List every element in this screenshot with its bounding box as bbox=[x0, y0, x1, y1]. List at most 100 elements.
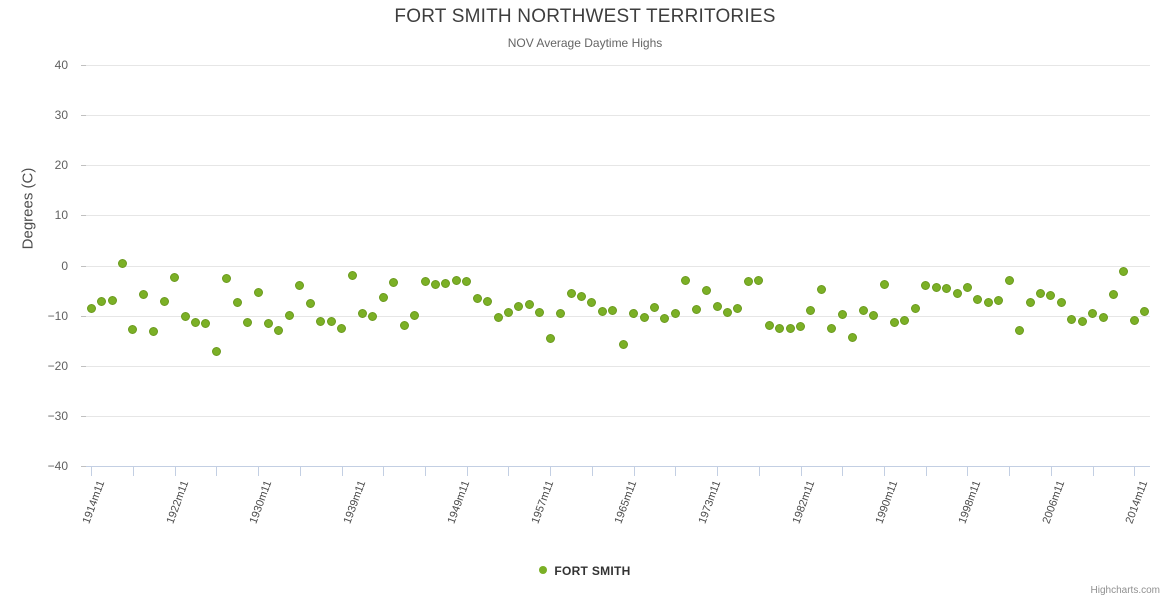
data-point[interactable] bbox=[670, 309, 680, 319]
data-point[interactable] bbox=[1046, 291, 1056, 301]
data-point[interactable] bbox=[733, 304, 743, 314]
data-point[interactable] bbox=[712, 302, 722, 312]
data-point[interactable] bbox=[368, 311, 378, 321]
data-point[interactable] bbox=[357, 309, 367, 319]
data-point[interactable] bbox=[180, 312, 190, 322]
data-point[interactable] bbox=[1067, 314, 1077, 324]
data-point[interactable] bbox=[243, 318, 253, 328]
data-point[interactable] bbox=[556, 308, 566, 318]
data-point[interactable] bbox=[1088, 308, 1098, 318]
data-point[interactable] bbox=[514, 301, 524, 311]
data-point[interactable] bbox=[1025, 297, 1035, 307]
data-point[interactable] bbox=[869, 311, 879, 321]
data-point[interactable] bbox=[837, 310, 847, 320]
data-point[interactable] bbox=[816, 284, 826, 294]
data-point[interactable] bbox=[201, 319, 211, 329]
data-point[interactable] bbox=[806, 306, 816, 316]
data-point[interactable] bbox=[493, 313, 503, 323]
data-point[interactable] bbox=[639, 313, 649, 323]
data-point[interactable] bbox=[1108, 289, 1118, 299]
data-point[interactable] bbox=[472, 293, 482, 303]
data-point[interactable] bbox=[441, 279, 451, 289]
data-point[interactable] bbox=[149, 327, 159, 337]
data-point[interactable] bbox=[1056, 298, 1066, 308]
data-point[interactable] bbox=[326, 317, 336, 327]
data-point[interactable] bbox=[629, 308, 639, 318]
data-point[interactable] bbox=[952, 288, 962, 298]
data-point[interactable] bbox=[1119, 267, 1129, 276]
data-point[interactable] bbox=[1140, 307, 1150, 317]
data-point[interactable] bbox=[232, 297, 242, 307]
data-point[interactable] bbox=[973, 294, 983, 304]
data-point[interactable] bbox=[681, 275, 691, 285]
data-point[interactable] bbox=[211, 347, 221, 357]
data-point[interactable] bbox=[785, 324, 795, 334]
data-point[interactable] bbox=[462, 276, 472, 286]
data-point[interactable] bbox=[691, 305, 701, 315]
data-point[interactable] bbox=[597, 306, 607, 316]
data-point[interactable] bbox=[576, 291, 586, 301]
data-point[interactable] bbox=[118, 258, 127, 268]
data-point[interactable] bbox=[848, 333, 858, 343]
data-point[interactable] bbox=[587, 298, 597, 308]
data-point[interactable] bbox=[1098, 313, 1108, 323]
data-point[interactable] bbox=[337, 323, 347, 333]
data-point[interactable] bbox=[138, 289, 148, 299]
data-point[interactable] bbox=[827, 324, 837, 334]
data-point[interactable] bbox=[764, 320, 774, 330]
data-point[interactable] bbox=[910, 303, 920, 313]
data-point[interactable] bbox=[295, 280, 305, 290]
data-point[interactable] bbox=[660, 313, 670, 323]
data-point[interactable] bbox=[430, 280, 440, 290]
data-point[interactable] bbox=[879, 280, 889, 290]
data-point[interactable] bbox=[743, 277, 753, 287]
data-point[interactable] bbox=[1129, 315, 1139, 325]
data-point[interactable] bbox=[702, 285, 712, 295]
data-point[interactable] bbox=[451, 276, 461, 286]
data-point[interactable] bbox=[264, 318, 274, 328]
data-point[interactable] bbox=[650, 302, 659, 312]
data-point[interactable] bbox=[545, 334, 555, 344]
data-point[interactable] bbox=[399, 320, 409, 330]
data-point[interactable] bbox=[608, 305, 618, 315]
data-point[interactable] bbox=[389, 278, 399, 288]
data-point[interactable] bbox=[347, 270, 357, 280]
data-point[interactable] bbox=[222, 273, 232, 283]
data-point[interactable] bbox=[97, 296, 107, 306]
data-point[interactable] bbox=[253, 287, 263, 297]
data-point[interactable] bbox=[420, 277, 430, 287]
data-point[interactable] bbox=[983, 298, 993, 308]
data-point[interactable] bbox=[754, 276, 764, 286]
legend-item-fort-smith[interactable]: FORT SMITH bbox=[554, 563, 631, 578]
legend[interactable]: FORT SMITH bbox=[0, 563, 1170, 578]
data-point[interactable] bbox=[170, 273, 180, 283]
data-point[interactable] bbox=[86, 304, 96, 314]
data-point[interactable] bbox=[503, 308, 513, 318]
credits-label[interactable]: Highcharts.com bbox=[1090, 585, 1160, 596]
data-point[interactable] bbox=[921, 281, 931, 291]
data-point[interactable] bbox=[775, 323, 785, 333]
data-point[interactable] bbox=[524, 300, 534, 310]
data-point[interactable] bbox=[962, 283, 972, 293]
data-point[interactable] bbox=[566, 288, 576, 298]
data-point[interactable] bbox=[796, 322, 806, 332]
data-point[interactable] bbox=[1015, 325, 1025, 335]
data-point[interactable] bbox=[900, 315, 910, 325]
data-point[interactable] bbox=[723, 307, 733, 317]
data-point[interactable] bbox=[994, 296, 1004, 306]
data-point[interactable] bbox=[159, 296, 169, 306]
data-point[interactable] bbox=[378, 293, 388, 303]
data-point[interactable] bbox=[483, 297, 493, 307]
data-point[interactable] bbox=[618, 340, 628, 350]
data-point[interactable] bbox=[1035, 289, 1045, 299]
data-point[interactable] bbox=[931, 282, 941, 292]
data-point[interactable] bbox=[316, 316, 326, 326]
data-point[interactable] bbox=[191, 318, 201, 328]
data-point[interactable] bbox=[274, 326, 284, 336]
data-point[interactable] bbox=[410, 311, 420, 321]
data-point[interactable] bbox=[942, 284, 952, 294]
data-point[interactable] bbox=[107, 295, 117, 305]
data-point[interactable] bbox=[1004, 275, 1014, 285]
data-point[interactable] bbox=[128, 324, 138, 334]
data-point[interactable] bbox=[858, 305, 868, 315]
